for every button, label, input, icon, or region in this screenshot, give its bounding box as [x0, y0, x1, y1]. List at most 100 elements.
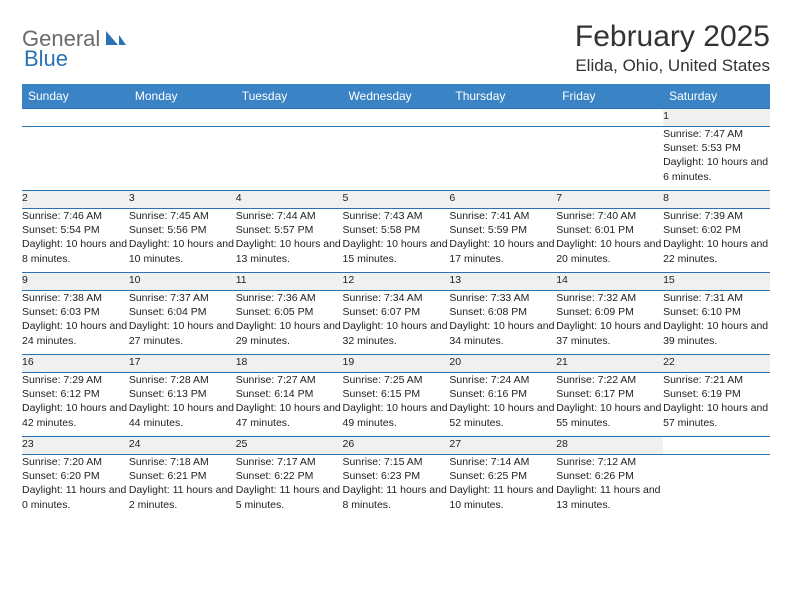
daylight-text: Daylight: 10 hours and 13 minutes. [236, 237, 343, 265]
sunrise-text: Sunrise: 7:22 AM [556, 373, 663, 387]
day-cell [663, 455, 770, 519]
day-cell: Sunrise: 7:40 AMSunset: 6:01 PMDaylight:… [556, 209, 663, 273]
sunrise-text: Sunrise: 7:21 AM [663, 373, 770, 387]
day-header: Wednesday [343, 84, 450, 109]
daylight-text: Daylight: 10 hours and 42 minutes. [22, 401, 129, 429]
daylight-text: Daylight: 10 hours and 29 minutes. [236, 319, 343, 347]
daylight-text: Daylight: 10 hours and 22 minutes. [663, 237, 770, 265]
sunset-text: Sunset: 6:13 PM [129, 387, 236, 401]
content-row: Sunrise: 7:38 AMSunset: 6:03 PMDaylight:… [22, 291, 770, 355]
day-number: 24 [129, 437, 236, 455]
sunset-text: Sunset: 6:12 PM [22, 387, 129, 401]
daylight-text: Daylight: 10 hours and 15 minutes. [343, 237, 450, 265]
day-cell: Sunrise: 7:20 AMSunset: 6:20 PMDaylight:… [22, 455, 129, 519]
day-number: 10 [129, 273, 236, 291]
day-number: 5 [343, 191, 450, 209]
day-number: 1 [663, 109, 770, 127]
sunset-text: Sunset: 6:21 PM [129, 469, 236, 483]
day-number [556, 109, 663, 127]
daylight-text: Daylight: 11 hours and 10 minutes. [449, 483, 556, 511]
day-cell: Sunrise: 7:45 AMSunset: 5:56 PMDaylight:… [129, 209, 236, 273]
sunset-text: Sunset: 6:09 PM [556, 305, 663, 319]
daylight-text: Daylight: 10 hours and 37 minutes. [556, 319, 663, 347]
day-number: 18 [236, 355, 343, 373]
day-cell [449, 127, 556, 191]
day-number: 2 [22, 191, 129, 209]
day-cell [343, 127, 450, 191]
day-cell: Sunrise: 7:34 AMSunset: 6:07 PMDaylight:… [343, 291, 450, 355]
day-number: 27 [449, 437, 556, 455]
day-cell: Sunrise: 7:21 AMSunset: 6:19 PMDaylight:… [663, 373, 770, 437]
day-cell: Sunrise: 7:12 AMSunset: 6:26 PMDaylight:… [556, 455, 663, 519]
day-header: Thursday [449, 84, 556, 109]
daylight-text: Daylight: 10 hours and 34 minutes. [449, 319, 556, 347]
calendar-head: SundayMondayTuesdayWednesdayThursdayFrid… [22, 84, 770, 109]
day-number [663, 437, 770, 455]
calendar-table: SundayMondayTuesdayWednesdayThursdayFrid… [22, 84, 770, 519]
month-title: February 2025 [575, 20, 770, 54]
logo-text-blue: Blue [24, 46, 68, 71]
daylight-text: Daylight: 11 hours and 5 minutes. [236, 483, 343, 511]
sunset-text: Sunset: 6:23 PM [343, 469, 450, 483]
day-cell: Sunrise: 7:31 AMSunset: 6:10 PMDaylight:… [663, 291, 770, 355]
day-cell: Sunrise: 7:47 AMSunset: 5:53 PMDaylight:… [663, 127, 770, 191]
sunrise-text: Sunrise: 7:31 AM [663, 291, 770, 305]
day-cell: Sunrise: 7:18 AMSunset: 6:21 PMDaylight:… [129, 455, 236, 519]
daylight-text: Daylight: 10 hours and 32 minutes. [343, 319, 450, 347]
sunset-text: Sunset: 6:17 PM [556, 387, 663, 401]
daynum-row: 2345678 [22, 191, 770, 209]
daynum-row: 16171819202122 [22, 355, 770, 373]
day-cell: Sunrise: 7:37 AMSunset: 6:04 PMDaylight:… [129, 291, 236, 355]
day-cell [129, 127, 236, 191]
day-number: 26 [343, 437, 450, 455]
day-number [343, 109, 450, 127]
sunrise-text: Sunrise: 7:33 AM [449, 291, 556, 305]
day-number: 16 [22, 355, 129, 373]
day-cell: Sunrise: 7:32 AMSunset: 6:09 PMDaylight:… [556, 291, 663, 355]
sunrise-text: Sunrise: 7:43 AM [343, 209, 450, 223]
content-row: Sunrise: 7:47 AMSunset: 5:53 PMDaylight:… [22, 127, 770, 191]
sunset-text: Sunset: 6:16 PM [449, 387, 556, 401]
daylight-text: Daylight: 10 hours and 39 minutes. [663, 319, 770, 347]
sunset-text: Sunset: 6:20 PM [22, 469, 129, 483]
sunrise-text: Sunrise: 7:15 AM [343, 455, 450, 469]
day-number: 4 [236, 191, 343, 209]
day-number: 6 [449, 191, 556, 209]
day-number: 12 [343, 273, 450, 291]
daylight-text: Daylight: 11 hours and 8 minutes. [343, 483, 450, 511]
day-cell: Sunrise: 7:36 AMSunset: 6:05 PMDaylight:… [236, 291, 343, 355]
day-cell: Sunrise: 7:43 AMSunset: 5:58 PMDaylight:… [343, 209, 450, 273]
sunset-text: Sunset: 6:05 PM [236, 305, 343, 319]
day-number: 28 [556, 437, 663, 455]
day-number: 19 [343, 355, 450, 373]
daynum-row: 1 [22, 109, 770, 127]
day-number: 11 [236, 273, 343, 291]
sunset-text: Sunset: 6:14 PM [236, 387, 343, 401]
daylight-text: Daylight: 10 hours and 17 minutes. [449, 237, 556, 265]
sunset-text: Sunset: 6:03 PM [22, 305, 129, 319]
sunset-text: Sunset: 6:15 PM [343, 387, 450, 401]
content-row: Sunrise: 7:46 AMSunset: 5:54 PMDaylight:… [22, 209, 770, 273]
sunrise-text: Sunrise: 7:39 AM [663, 209, 770, 223]
logo-text-blue-wrap: Blue [24, 46, 68, 72]
sunrise-text: Sunrise: 7:45 AM [129, 209, 236, 223]
sunset-text: Sunset: 5:54 PM [22, 223, 129, 237]
day-number: 17 [129, 355, 236, 373]
day-header: Sunday [22, 84, 129, 109]
day-cell: Sunrise: 7:44 AMSunset: 5:57 PMDaylight:… [236, 209, 343, 273]
day-number [449, 109, 556, 127]
day-cell [22, 127, 129, 191]
header: General February 2025 Elida, Ohio, Unite… [22, 20, 770, 76]
sunset-text: Sunset: 5:58 PM [343, 223, 450, 237]
sunrise-text: Sunrise: 7:37 AM [129, 291, 236, 305]
calendar-body: 1Sunrise: 7:47 AMSunset: 5:53 PMDaylight… [22, 109, 770, 519]
sunset-text: Sunset: 6:04 PM [129, 305, 236, 319]
sunrise-text: Sunrise: 7:18 AM [129, 455, 236, 469]
sunset-text: Sunset: 6:22 PM [236, 469, 343, 483]
daylight-text: Daylight: 10 hours and 6 minutes. [663, 155, 770, 183]
daylight-text: Daylight: 10 hours and 44 minutes. [129, 401, 236, 429]
content-row: Sunrise: 7:29 AMSunset: 6:12 PMDaylight:… [22, 373, 770, 437]
day-number: 21 [556, 355, 663, 373]
day-cell: Sunrise: 7:33 AMSunset: 6:08 PMDaylight:… [449, 291, 556, 355]
day-cell [556, 127, 663, 191]
